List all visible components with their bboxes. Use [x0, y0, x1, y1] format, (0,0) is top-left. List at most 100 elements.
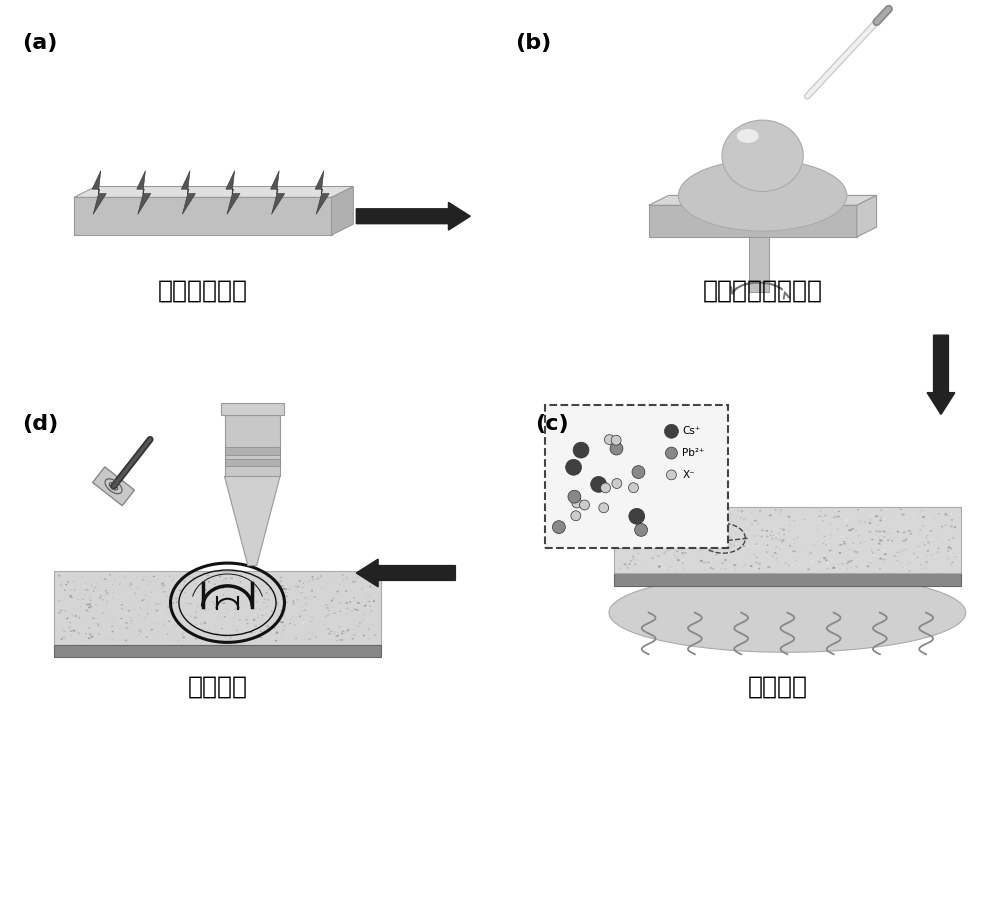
Ellipse shape	[762, 532, 764, 534]
Ellipse shape	[649, 509, 652, 511]
Ellipse shape	[259, 608, 261, 610]
Ellipse shape	[195, 638, 197, 639]
Ellipse shape	[793, 539, 795, 540]
Ellipse shape	[788, 524, 790, 526]
Ellipse shape	[794, 551, 796, 553]
Ellipse shape	[708, 550, 711, 552]
Ellipse shape	[162, 582, 164, 584]
Ellipse shape	[87, 611, 90, 613]
Ellipse shape	[302, 592, 304, 593]
Ellipse shape	[289, 589, 290, 590]
Text: 等离子体清洗: 等离子体清洗	[158, 278, 248, 302]
Ellipse shape	[657, 510, 660, 512]
Ellipse shape	[80, 584, 82, 585]
Ellipse shape	[951, 519, 953, 521]
Ellipse shape	[105, 612, 107, 614]
Ellipse shape	[221, 621, 223, 622]
Ellipse shape	[591, 477, 607, 492]
Ellipse shape	[308, 638, 309, 639]
Ellipse shape	[747, 525, 749, 527]
Ellipse shape	[340, 639, 343, 641]
Ellipse shape	[238, 596, 240, 597]
Ellipse shape	[829, 548, 831, 549]
Ellipse shape	[227, 639, 229, 640]
Ellipse shape	[925, 537, 928, 539]
Ellipse shape	[670, 543, 672, 545]
Ellipse shape	[288, 623, 290, 625]
Ellipse shape	[281, 621, 284, 624]
Ellipse shape	[215, 604, 216, 605]
Ellipse shape	[871, 551, 873, 552]
Ellipse shape	[281, 585, 284, 587]
Ellipse shape	[327, 614, 330, 615]
Ellipse shape	[63, 606, 65, 608]
Ellipse shape	[755, 562, 758, 564]
Ellipse shape	[727, 514, 730, 515]
Ellipse shape	[328, 633, 331, 635]
Ellipse shape	[698, 518, 700, 520]
Ellipse shape	[646, 535, 649, 538]
Ellipse shape	[843, 542, 846, 545]
Ellipse shape	[947, 551, 949, 552]
Ellipse shape	[733, 538, 734, 539]
Ellipse shape	[356, 609, 359, 611]
Ellipse shape	[195, 612, 197, 613]
Ellipse shape	[612, 479, 622, 489]
Ellipse shape	[927, 541, 930, 543]
Ellipse shape	[771, 555, 773, 556]
Ellipse shape	[878, 527, 881, 529]
Ellipse shape	[912, 515, 914, 516]
Ellipse shape	[785, 563, 786, 564]
Ellipse shape	[356, 577, 359, 578]
Polygon shape	[332, 187, 353, 235]
Ellipse shape	[823, 557, 826, 559]
Ellipse shape	[818, 555, 821, 558]
Ellipse shape	[912, 553, 915, 554]
Ellipse shape	[759, 510, 762, 512]
Ellipse shape	[89, 627, 91, 629]
Ellipse shape	[336, 590, 339, 592]
Ellipse shape	[325, 604, 327, 606]
Ellipse shape	[326, 607, 329, 609]
Ellipse shape	[342, 574, 344, 576]
Ellipse shape	[86, 639, 88, 641]
Ellipse shape	[279, 621, 281, 623]
Ellipse shape	[353, 620, 355, 621]
Ellipse shape	[276, 602, 278, 603]
Ellipse shape	[757, 523, 759, 524]
Ellipse shape	[137, 588, 138, 589]
Ellipse shape	[634, 564, 637, 565]
Ellipse shape	[367, 586, 368, 587]
Ellipse shape	[249, 638, 251, 639]
Ellipse shape	[902, 567, 903, 568]
Ellipse shape	[780, 513, 782, 514]
Ellipse shape	[183, 580, 186, 582]
Ellipse shape	[632, 556, 634, 558]
Ellipse shape	[183, 584, 185, 586]
Ellipse shape	[737, 548, 740, 550]
Ellipse shape	[917, 513, 919, 515]
Ellipse shape	[139, 589, 141, 590]
Ellipse shape	[175, 625, 177, 626]
Ellipse shape	[280, 610, 283, 612]
Ellipse shape	[947, 556, 949, 558]
Ellipse shape	[345, 577, 348, 578]
Ellipse shape	[766, 552, 768, 553]
Ellipse shape	[778, 533, 780, 534]
Ellipse shape	[369, 605, 371, 607]
Ellipse shape	[233, 610, 236, 612]
Ellipse shape	[663, 537, 665, 539]
Ellipse shape	[721, 531, 723, 533]
Ellipse shape	[267, 635, 269, 637]
Ellipse shape	[144, 594, 147, 596]
Ellipse shape	[284, 589, 287, 590]
Ellipse shape	[950, 525, 953, 528]
Ellipse shape	[281, 601, 283, 602]
Ellipse shape	[756, 544, 759, 547]
Ellipse shape	[792, 565, 794, 566]
Ellipse shape	[311, 577, 314, 578]
Ellipse shape	[205, 580, 207, 582]
Ellipse shape	[304, 597, 307, 599]
Ellipse shape	[345, 590, 347, 592]
Ellipse shape	[797, 541, 799, 542]
